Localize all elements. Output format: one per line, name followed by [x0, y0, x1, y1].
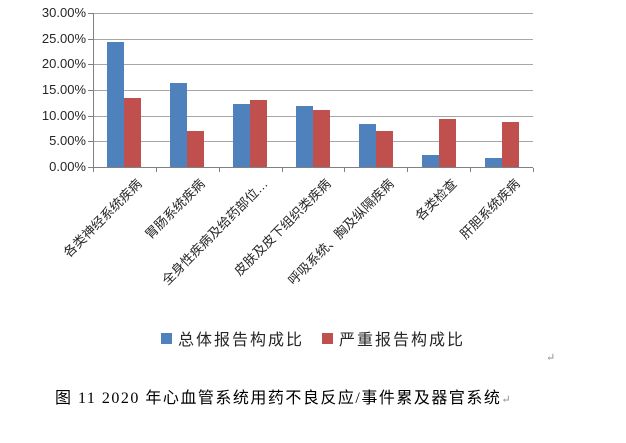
- y-axis-tick: [88, 141, 93, 143]
- x-axis-tick: [218, 168, 220, 172]
- bar-serious-report-ratio: [438, 119, 456, 167]
- bar-chart[interactable]: 30.00% 25.00% 20.00% 15.00% 10.00% 5.00% 0.00%…: [0, 0, 626, 380]
- y-axis-tick-label: 10.00%: [41, 107, 86, 123]
- legend-item: 总体报告构成比: [160, 326, 304, 350]
- y-axis-tick: [88, 167, 93, 168]
- bar-serious-report-ratio: [124, 98, 142, 167]
- x-axis-tick: [281, 168, 283, 172]
- y-axis-tick: [88, 38, 93, 40]
- y-axis-tick: [88, 115, 93, 117]
- y-axis-line: [93, 13, 94, 167]
- x-axis-tick: [344, 168, 346, 172]
- y-axis-tick-label: 30.00%: [41, 5, 86, 20]
- gridline: [93, 13, 533, 14]
- y-axis-tick-label: 0.00%: [49, 159, 86, 174]
- legend-item: 严重报告构成比: [322, 326, 465, 350]
- gridline: [93, 90, 533, 91]
- x-axis-tick: [155, 168, 157, 172]
- bar-serious-report-ratio: [313, 110, 330, 167]
- x-axis-tick: [533, 168, 534, 172]
- bar-serious-report-ratio: [187, 131, 205, 167]
- legend-label: 严重报告构成比: [339, 332, 466, 349]
- y-axis-tick: [88, 64, 93, 66]
- bar-overall-report-ratio: [170, 83, 188, 167]
- x-axis-line: [93, 167, 533, 168]
- y-axis-tick-label: 15.00%: [41, 82, 86, 97]
- bar-overall-report-ratio: [358, 124, 376, 167]
- bar-overall-report-ratio: [296, 106, 313, 167]
- gridline: [93, 38, 533, 40]
- bar-overall-report-ratio: [107, 42, 125, 167]
- bar-serious-report-ratio: [250, 100, 268, 167]
- figure-caption-text: 图 11 2020 年心血管系统用药不良反应/事件累及器官系统: [55, 390, 502, 407]
- legend-label: 总体报告构成比: [177, 332, 304, 349]
- legend-color-swatch-icon: [322, 332, 333, 344]
- bar-serious-report-ratio: [375, 131, 393, 167]
- bar-overall-report-ratio: [421, 155, 439, 167]
- y-axis-tick-label: 20.00%: [41, 56, 86, 72]
- figure-caption: 图 11 2020 年心血管系统用药不良反应/事件累及器官系统↵: [55, 384, 511, 408]
- y-axis-tick-label: 25.00%: [41, 30, 86, 46]
- x-axis-tick: [93, 168, 94, 172]
- y-axis-tick: [88, 13, 93, 14]
- y-axis-tick-label: 5.00%: [49, 133, 86, 149]
- x-axis-tick: [470, 168, 472, 172]
- legend-color-swatch-icon: [160, 332, 172, 344]
- bar-overall-report-ratio: [484, 158, 502, 167]
- x-axis-tick: [407, 168, 409, 172]
- bar-serious-report-ratio: [501, 122, 519, 167]
- y-axis-tick: [88, 90, 93, 91]
- chart-legend: 总体报告构成比 严重报告构成比: [93, 326, 533, 350]
- gridline: [93, 64, 533, 66]
- paragraph-mark-icon: ↵: [501, 394, 511, 406]
- bar-overall-report-ratio: [233, 104, 251, 167]
- paragraph-mark-icon: ↵: [546, 352, 556, 364]
